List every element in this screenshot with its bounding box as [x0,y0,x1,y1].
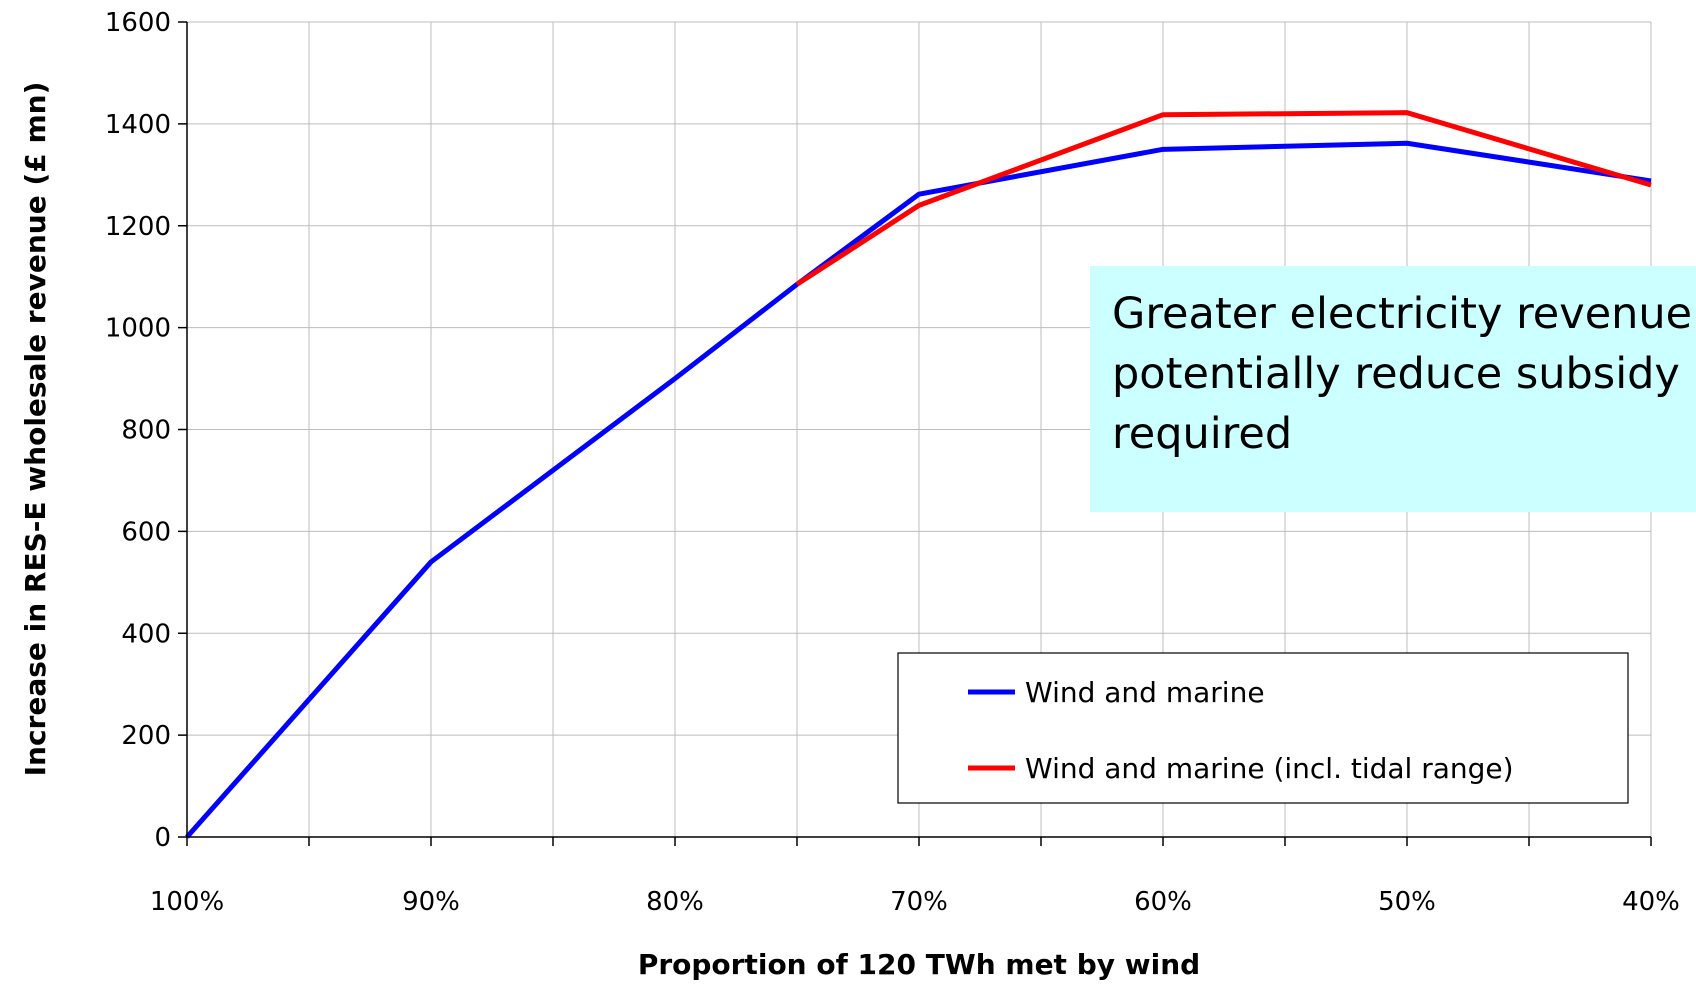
series-line-2 [795,110,1652,287]
y-tick-label: 200 [121,721,171,751]
x-tick-label: 90% [402,887,460,917]
legend-label-1: Wind and marine [1025,676,1265,709]
annotation-callout: Greater electricity revenue potentially … [1090,266,1696,512]
x-tick-label: 100% [150,887,224,917]
y-tick-label: 800 [121,416,171,446]
series-line-1 [185,140,1652,839]
y-tick-label: 1000 [105,314,171,344]
annotation-line-3: required [1112,409,1293,459]
y-tick-label: 600 [121,517,171,547]
x-tick-label: 50% [1378,887,1436,917]
y-tick-label: 400 [121,619,171,649]
y-tick-labels: 0 200 400 600 800 1000 1200 1400 1600 [105,8,187,853]
legend-box [897,652,1629,804]
legend-label-2: Wind and marine (incl. tidal range) [1025,752,1514,785]
annotation-line-2: potentially reduce subsidy [1112,349,1680,399]
series-layer [185,110,1652,839]
y-tick-label: 1600 [105,8,171,38]
x-axis-title: Proportion of 120 TWh met by wind [638,948,1200,981]
y-tick-label: 0 [154,823,171,853]
x-tick-label: 60% [1134,887,1192,917]
x-tick-label: 80% [646,887,704,917]
y-axis-title: Increase in RES-E wholesale revenue (£ m… [19,82,52,777]
x-tick-labels: 100% 90% 80% 70% 60% 50% 40% [150,837,1680,917]
x-tick-label: 40% [1622,887,1680,917]
annotation-line-1: Greater electricity revenue [1112,289,1693,339]
x-tick-label: 70% [890,887,948,917]
y-tick-label: 1400 [105,110,171,140]
legend: Wind and marine Wind and marine (incl. ti… [897,652,1629,804]
y-tick-label: 1200 [105,212,171,242]
